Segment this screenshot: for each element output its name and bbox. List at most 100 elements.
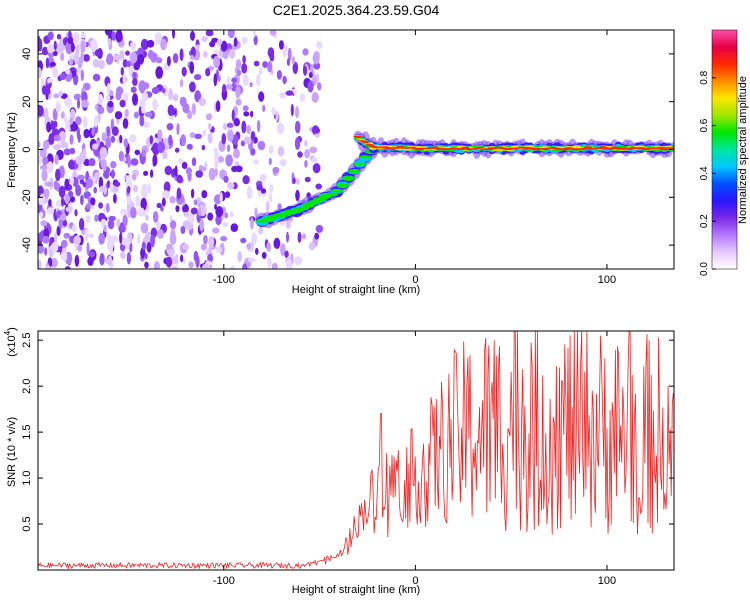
spectrogram-noise-cell xyxy=(190,188,195,199)
spectrogram-noise-cell xyxy=(166,56,171,67)
spectrogram-noise-cell xyxy=(256,119,261,133)
spectrogram-noise-cell xyxy=(261,251,267,259)
spectrogram-noise-cell xyxy=(175,205,180,213)
spectrogram-noise-cell xyxy=(186,143,193,150)
spectrogram-noise-cell xyxy=(201,190,208,199)
colorbar-tick-label: 0.8 xyxy=(699,70,710,84)
spectrogram-noise-cell xyxy=(54,232,58,244)
spectrogram-ridge-cell xyxy=(307,200,321,205)
spectrogram-noise-cell xyxy=(169,233,177,245)
spectrogram-noise-cell xyxy=(193,199,198,206)
spectrogram-noise-cell xyxy=(114,111,123,120)
spectrogram-noise-cell xyxy=(275,110,279,122)
spectrogram-noise-cell xyxy=(140,38,149,51)
spectrogram-noise-cell xyxy=(103,171,110,179)
spectrogram-noise-cell xyxy=(110,135,116,143)
spectrogram-noise-cell xyxy=(224,191,231,199)
spectrogram-noise-cell xyxy=(38,259,42,269)
spectrogram-noise-cell xyxy=(74,209,78,217)
spectrogram-noise-cell xyxy=(178,158,184,165)
spectrogram-noise-cell xyxy=(179,96,187,107)
spectrogram-noise-cell xyxy=(214,160,219,169)
spectrogram-noise-cell xyxy=(168,88,173,101)
spectrogram-noise-cell xyxy=(250,110,254,118)
spectrogram-noise-cell xyxy=(221,133,227,145)
spectrogram-noise-cell xyxy=(169,220,177,230)
spectrogram-noise-cell xyxy=(272,166,280,174)
spectrogram-noise-cell xyxy=(250,131,256,141)
spectrogram-noise-cell xyxy=(98,202,103,209)
spectrogram-ridge-cell xyxy=(365,143,374,146)
spectrogram-noise-cell xyxy=(198,207,202,216)
spectrogram-noise-cell xyxy=(43,188,50,199)
spectrogram-noise-cell xyxy=(187,169,192,182)
spectrogram-noise-cell xyxy=(240,237,247,244)
spectrogram-noise-cell xyxy=(144,252,148,260)
spectrogram-noise-cell xyxy=(80,51,85,63)
spectrogram-noise-cell xyxy=(38,155,43,165)
spectrogram-noise-cell xyxy=(314,232,320,240)
spectrogram-noise-cell xyxy=(285,259,293,269)
spectrogram-noise-cell xyxy=(311,156,318,163)
spectrogram-noise-cell xyxy=(252,159,260,165)
spectrogram-noise-cell xyxy=(198,97,207,107)
snr-ytick-label: 1.0 xyxy=(21,470,33,485)
spectrogram-noise-cell xyxy=(233,118,240,127)
spectrogram-noise-cell xyxy=(212,227,220,234)
spectrogram-noise-cell xyxy=(144,261,149,269)
spectrogram-noise-cell xyxy=(84,228,89,242)
spectrogram-noise-cell xyxy=(122,118,129,129)
spectrogram-noise-cell xyxy=(105,94,111,102)
spectrogram-noise-cell xyxy=(152,154,158,167)
spectrogram-noise-cell xyxy=(106,233,112,241)
spectrogram-noise-cell xyxy=(222,222,229,228)
spectrogram-noise-cell xyxy=(153,261,160,269)
spectrogram-noise-cell xyxy=(207,212,214,221)
spectrogram-noise-cell xyxy=(140,187,148,198)
spectrogram-noise-cell xyxy=(85,214,91,224)
spectrogram-noise-cell xyxy=(68,190,74,198)
spectrogram-noise-cell xyxy=(80,40,86,53)
spectrogram-noise-cell xyxy=(284,250,289,259)
spectrogram-noise-cell xyxy=(246,243,251,250)
spectrogram-noise-cell xyxy=(139,98,146,108)
spectrogram-noise-cell xyxy=(47,51,55,58)
spectrogram-noise-cell xyxy=(53,134,61,142)
spectrogram-noise-cell xyxy=(53,180,59,191)
spectrogram-ridge xyxy=(255,130,674,229)
spectrogram-ridge-cell xyxy=(347,169,361,173)
spectrogram-noise-cell xyxy=(119,134,123,144)
spectrogram-noise-cell xyxy=(265,201,270,212)
spectrogram-noise-cell xyxy=(262,61,268,68)
spectrogram-noise-cell xyxy=(64,266,71,269)
spectrogram-noise-cell xyxy=(186,225,192,231)
spectrogram-noise-cell xyxy=(242,55,246,64)
spectrogram-noise-cell xyxy=(249,82,253,88)
spectrogram-noise-cell xyxy=(83,54,90,62)
spectrogram-noise-cell xyxy=(46,87,51,95)
spectrogram-noise-cell xyxy=(61,196,65,207)
spectrogram-noise-cell xyxy=(50,257,58,268)
spectrogram-noise-cell xyxy=(218,156,224,163)
spectrogram-noise-cell xyxy=(83,158,90,166)
spectrogram-noise-cell xyxy=(109,181,114,193)
spectrogram-noise-cell xyxy=(116,56,120,64)
spectrogram-noise-cell xyxy=(83,128,90,139)
spectrogram-noise-cell xyxy=(233,37,238,47)
spectrogram-noise-cell xyxy=(258,188,262,198)
spectrogram-noise-cell xyxy=(169,215,173,222)
spectrogram-noise-cell xyxy=(88,251,96,258)
spectrogram-noise-cell xyxy=(154,32,163,45)
spectrogram-noise-cell xyxy=(71,224,78,233)
spectrogram-noise-cell xyxy=(116,218,121,228)
spectrogram-noise-cell xyxy=(189,132,196,139)
spectrogram-noise-cell xyxy=(180,254,184,263)
figure-title: C2E1.2025.364.23.59.G04 xyxy=(273,2,440,18)
spectrogram-noise-cell xyxy=(110,169,115,179)
spectrogram-ridge-cell xyxy=(341,176,355,181)
spectrogram-noise-cell xyxy=(205,68,211,77)
spectrogram-noise-cell xyxy=(38,245,45,254)
spectrogram-ytick-label: -40 xyxy=(21,237,33,253)
spectrogram-noise-cell xyxy=(67,36,74,45)
